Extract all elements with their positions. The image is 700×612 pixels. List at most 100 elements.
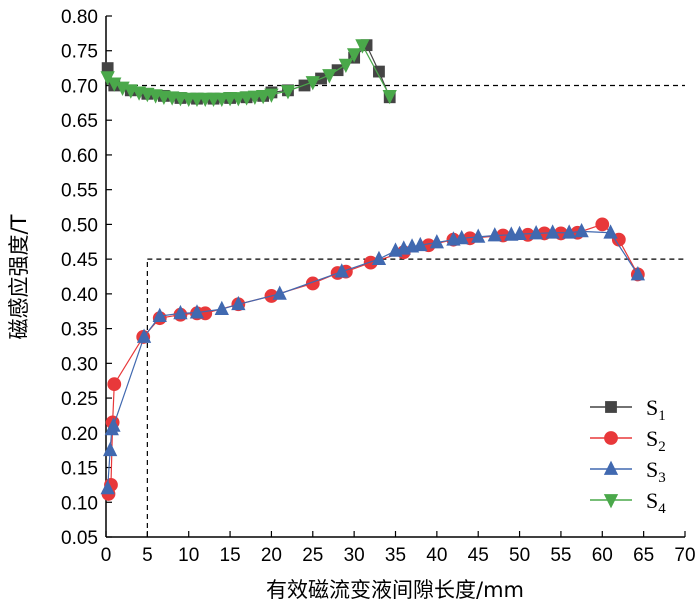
data-point-triangle-up — [487, 227, 502, 242]
data-point-triangle-down — [338, 58, 354, 74]
x-tick-label: 0 — [101, 545, 112, 566]
series-S2 — [101, 217, 645, 501]
y-axis-title: 磁感应强度/T — [7, 214, 31, 339]
y-tick-label: 0.35 — [61, 320, 98, 341]
series-layer — [100, 39, 646, 501]
legend-item: S2 — [590, 426, 666, 455]
x-tick-label: 45 — [468, 545, 489, 566]
series-line — [107, 230, 639, 489]
legend-label-subscript: 4 — [658, 501, 666, 517]
legend-label: S1 — [646, 395, 666, 424]
data-point-triangle-up — [106, 417, 121, 432]
y-tick-label: 0.45 — [61, 250, 98, 271]
legend-label-subscript: 1 — [658, 408, 666, 424]
data-point-triangle-up — [189, 304, 205, 319]
data-point-triangle-down — [322, 69, 337, 84]
legend-marker — [603, 494, 619, 509]
data-point-triangle-down — [382, 89, 397, 105]
x-tick-label: 20 — [261, 545, 282, 566]
y-tick-label: 0.10 — [61, 493, 98, 514]
data-point-triangle-up — [574, 222, 589, 238]
legend-item: S3 — [590, 457, 666, 486]
data-point-triangle-down — [346, 48, 362, 63]
data-point-triangle-up — [152, 307, 167, 322]
legend-label: S3 — [646, 457, 666, 486]
data-point-triangle-up — [102, 441, 118, 457]
y-tick-label: 0.60 — [61, 146, 98, 167]
tick-marks: 0 5 10 15 20 25 30 35 40 45 50 55 60 65 70 0.05 0.10 0.15… — [61, 7, 696, 566]
y-tick-label: 0.15 — [61, 459, 98, 480]
data-point-triangle-down — [247, 90, 263, 105]
y-tick-label: 0.05 — [61, 528, 98, 549]
x-tick-label: 65 — [633, 545, 654, 566]
data-point-triangle-down — [355, 39, 370, 54]
data-point-triangle-up — [272, 285, 287, 300]
data-point-circle — [305, 276, 320, 291]
legend-marker — [605, 401, 617, 413]
data-point-triangle-down — [280, 85, 296, 100]
x-tick-label: 50 — [509, 545, 530, 566]
data-point-triangle-down — [239, 91, 254, 106]
data-point-triangle-up — [454, 229, 469, 245]
data-point-circle — [595, 217, 610, 232]
data-point-triangle-up — [413, 236, 428, 252]
x-tick-label: 35 — [385, 545, 406, 566]
data-point-triangle-down — [305, 76, 320, 91]
data-point-triangle-up — [603, 224, 618, 239]
reference-lines — [106, 84, 685, 537]
y-tick-label: 0.70 — [61, 76, 98, 97]
data-point-triangle-up — [100, 479, 115, 495]
legend-marker — [603, 460, 619, 475]
data-point-triangle-up — [562, 224, 577, 239]
data-point-triangle-down — [214, 92, 229, 108]
y-tick-label: 0.75 — [61, 42, 98, 63]
data-point-triangle-down — [256, 89, 271, 105]
data-point-triangle-up — [471, 228, 486, 243]
x-tick-label: 70 — [674, 545, 695, 566]
legend-item: S4 — [590, 488, 666, 517]
y-tick-label: 0.55 — [61, 181, 98, 202]
legend-label-name: S — [646, 395, 658, 420]
data-point-triangle-up — [173, 304, 188, 320]
y-tick-label: 0.80 — [61, 7, 98, 28]
legend-label-name: S — [646, 426, 658, 451]
y-tick-label: 0.40 — [61, 285, 98, 306]
series-S3 — [100, 222, 646, 495]
x-tick-label: 55 — [550, 545, 571, 566]
data-point-triangle-up — [371, 250, 387, 266]
x-axis-title: 有效磁流变液间隙长度/mm — [266, 578, 524, 602]
data-point-triangle-up — [231, 295, 246, 311]
x-tick-label: 10 — [178, 545, 199, 566]
y-tick-label: 0.20 — [61, 424, 98, 445]
x-tick-label: 60 — [592, 545, 613, 566]
x-tick-label: 30 — [344, 545, 365, 566]
series-S4 — [100, 39, 397, 108]
data-point-triangle-up — [334, 263, 349, 278]
legend-label: S2 — [646, 426, 666, 455]
data-point-triangle-down — [264, 88, 279, 103]
data-point-triangle-up — [528, 225, 544, 240]
legend-label-name: S — [646, 457, 658, 482]
data-point-triangle-up — [214, 300, 229, 316]
x-tick-label: 40 — [426, 545, 447, 566]
x-tick-label: 25 — [302, 545, 323, 566]
legend-label-name: S — [646, 488, 658, 513]
data-point-triangle-down — [231, 92, 246, 107]
legend-label-subscript: 3 — [658, 470, 666, 486]
data-point-triangle-up — [429, 234, 445, 249]
legend-label-subscript: 2 — [658, 439, 666, 455]
legend-marker — [604, 431, 618, 445]
y-tick-label: 0.30 — [61, 354, 98, 375]
legend-item: S1 — [590, 395, 666, 424]
y-tick-label: 0.65 — [61, 111, 98, 132]
data-point-triangle-up — [545, 224, 560, 239]
legend-label: S4 — [646, 488, 666, 517]
y-tick-label: 0.25 — [61, 389, 98, 410]
y-tick-label: 0.50 — [61, 215, 98, 236]
x-tick-label: 15 — [220, 545, 241, 566]
data-point-triangle-up — [512, 225, 527, 241]
data-point-circle — [107, 377, 122, 392]
